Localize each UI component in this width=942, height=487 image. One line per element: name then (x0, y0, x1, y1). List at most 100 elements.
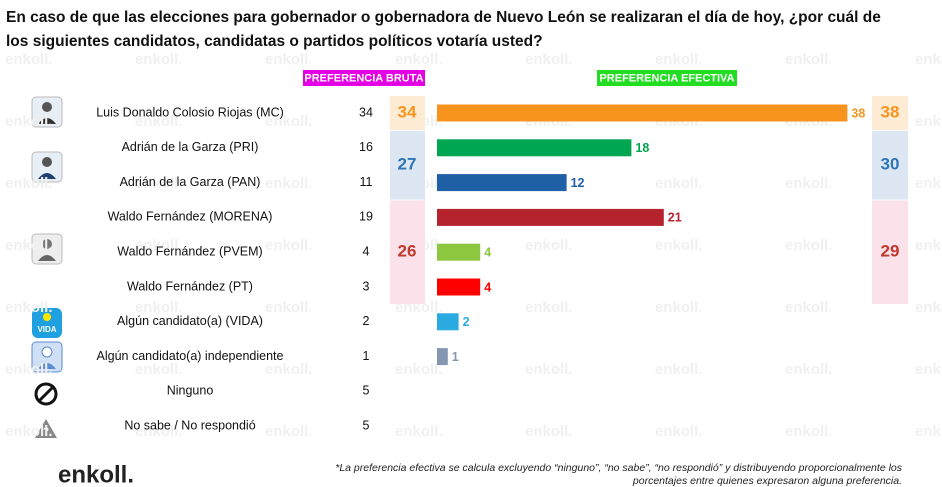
watermark-text: enkoll. (265, 175, 313, 192)
watermark-text: enkoll. (655, 485, 703, 487)
watermark-text: enkoll. (785, 299, 833, 316)
bruta-value: 4 (363, 244, 370, 258)
bruta-value: 5 (363, 418, 370, 432)
watermark-text: enkoll. (5, 485, 53, 487)
bruta-value: 34 (359, 105, 373, 119)
watermark-text: enkoll. (785, 361, 833, 378)
group-bg (872, 96, 908, 130)
watermark-text: enkoll. (785, 175, 833, 192)
watermark-text: enkoll. (915, 485, 942, 487)
header-bg (303, 70, 425, 86)
watermark-text: enkoll. (655, 237, 703, 254)
watermark-text: enkoll. (915, 51, 942, 68)
watermark-text: enkoll. (5, 51, 53, 68)
category-label: Waldo Fernández (PVEM) (117, 244, 262, 258)
watermark-text: enkoll. (395, 51, 443, 68)
value-label: 38 (851, 106, 865, 120)
watermark-text: enkoll. (395, 423, 443, 440)
group-bruta: 27 (398, 155, 417, 174)
watermark-text: enkoll. (525, 485, 573, 487)
watermark-text: enkoll. (525, 299, 573, 316)
value-label: 1 (452, 350, 459, 364)
category-label: Waldo Fernández (PT) (127, 279, 253, 293)
watermark-text: enkoll. (785, 237, 833, 254)
svg-text:?: ? (43, 427, 49, 438)
group-bg (390, 200, 425, 304)
group-efectiva: 30 (881, 155, 900, 174)
watermark-text: enkoll. (785, 423, 833, 440)
watermark-text: enkoll. (265, 51, 313, 68)
watermark-text: enkoll. (655, 361, 703, 378)
watermark-text: enkoll. (525, 361, 573, 378)
series-header: PREFERENCIA BRUTA (304, 72, 423, 84)
group-bg (390, 96, 425, 130)
watermark-text: enkoll. (525, 423, 573, 440)
watermark-text: enkoll. (135, 51, 183, 68)
series-header: PREFERENCIA EFECTIVA (599, 72, 734, 84)
chart-title: los siguientes candidatos, candidatas o … (6, 33, 543, 50)
icons: VIDA ? (31, 96, 63, 438)
footnote: *La preferencia efectiva se calcula excl… (335, 462, 902, 474)
header-bg (597, 70, 737, 86)
watermark-text: enkoll. (915, 113, 942, 130)
watermark-text: enkoll. (5, 299, 53, 316)
bruta-value: 19 (359, 210, 373, 224)
watermark-text: enkoll. (915, 423, 942, 440)
watermark-text: enkoll. (915, 237, 942, 254)
category-label: Waldo Fernández (MORENA) (108, 210, 273, 224)
watermark-text: enkoll. (135, 113, 183, 130)
bar (437, 139, 632, 157)
bruta-value: 2 (363, 314, 370, 328)
watermark-text: enkoll. (135, 299, 183, 316)
watermark-text: enkoll. (5, 113, 53, 130)
value-label: 21 (668, 211, 682, 225)
group-bruta: 26 (398, 242, 417, 261)
watermark-text: enkoll. (5, 237, 53, 254)
watermark-text: enkoll. (655, 299, 703, 316)
watermark-text: enkoll. (265, 423, 313, 440)
group-efectiva: 38 (881, 102, 900, 121)
bruta-value: 16 (359, 140, 373, 154)
group-efectiva: 29 (881, 242, 900, 261)
category-label: Adrián de la Garza (PRI) (122, 140, 259, 154)
watermark-text: enkoll. (525, 51, 573, 68)
watermark-text: enkoll. (5, 175, 53, 192)
value-label: 12 (571, 176, 585, 190)
value-label: 18 (635, 141, 649, 155)
footnote: porcentajes entre quienes expresaron alg… (632, 475, 902, 487)
bar (437, 348, 448, 366)
bar (437, 278, 481, 296)
category-label: Adrián de la Garza (PAN) (120, 175, 261, 189)
svg-text:VIDA: VIDA (37, 325, 56, 334)
category-label: Luis Donaldo Colosio Riojas (MC) (96, 105, 284, 119)
brand-logo: enkoll. (58, 461, 134, 487)
watermark-text: enkoll. (915, 299, 942, 316)
group-bg (872, 200, 908, 304)
value-label: 2 (463, 315, 470, 329)
watermark-text: enkoll. (655, 51, 703, 68)
bar (437, 243, 481, 261)
watermark-text: enkoll. (395, 485, 443, 487)
watermark-text: enkoll. (5, 423, 53, 440)
watermark-text: enkoll. (785, 51, 833, 68)
watermark-text: enkoll. (265, 113, 313, 130)
watermark-text: enkoll. (5, 361, 53, 378)
watermark-text: enkoll. (265, 361, 313, 378)
chart-title: En caso de que las elecciones para gober… (6, 9, 881, 26)
watermark-text: enkoll. (135, 175, 183, 192)
group-bg (872, 130, 908, 200)
watermark-text: enkoll. (135, 485, 183, 487)
watermark-text: enkoll. (265, 237, 313, 254)
bar (437, 104, 848, 122)
bruta-value: 3 (363, 279, 370, 293)
group-bruta: 34 (398, 102, 417, 121)
watermark-text: enkoll. (395, 361, 443, 378)
watermark-text: enkoll. (785, 485, 833, 487)
value-label: 4 (484, 280, 491, 294)
category-label: Algún candidato(a) independiente (97, 349, 284, 363)
category-label: No sabe / No respondió (124, 418, 255, 432)
bruta-value: 11 (360, 175, 373, 189)
group-bg (390, 130, 425, 200)
watermark-text: enkoll. (265, 485, 313, 487)
